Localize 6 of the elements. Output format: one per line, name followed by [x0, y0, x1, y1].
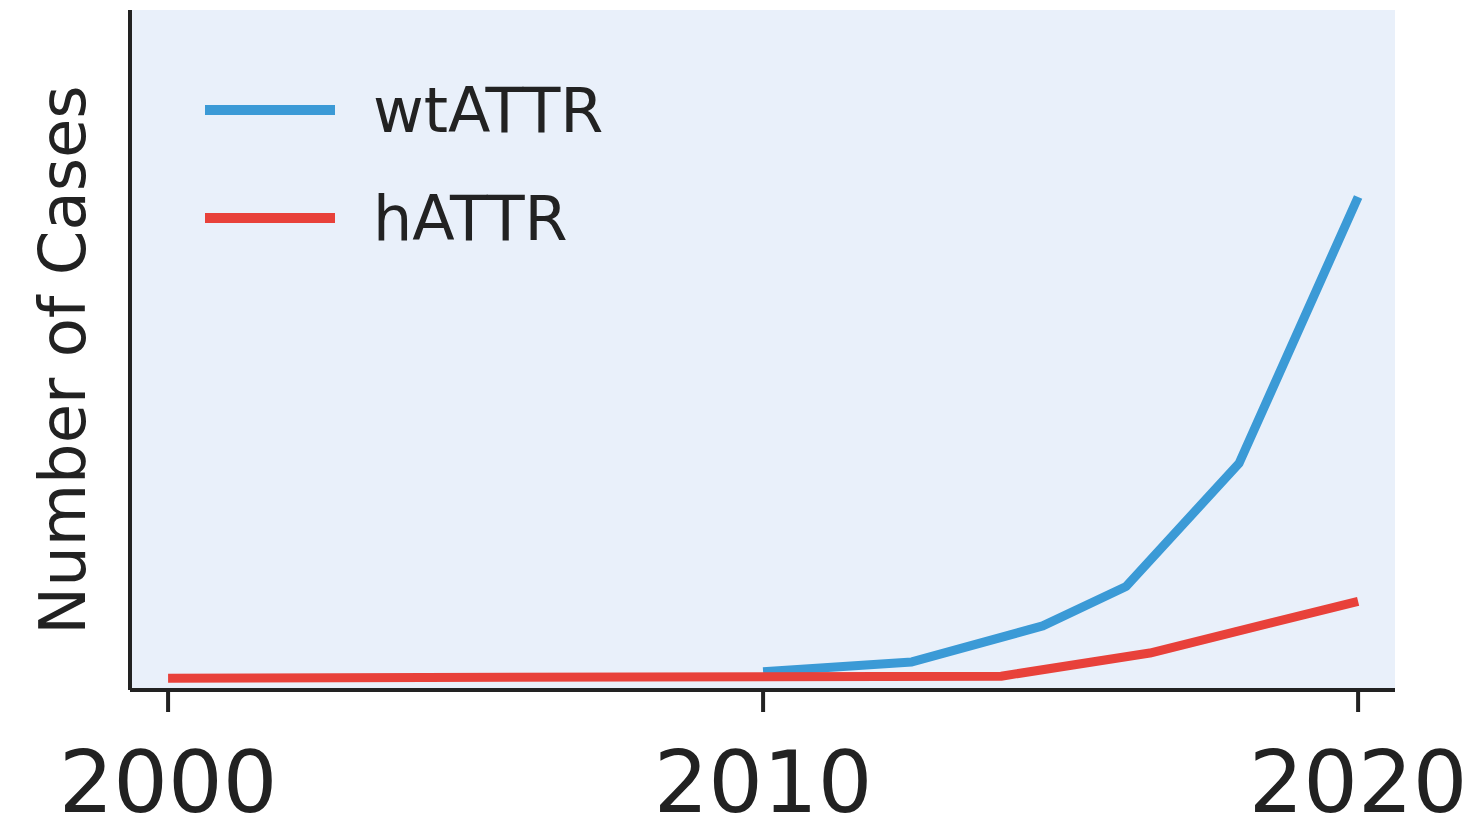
y-axis-title: Number of Cases [26, 85, 100, 635]
x-tick-label: 2010 [653, 732, 873, 825]
legend-label: wtATTR [373, 74, 604, 147]
legend-label: hATTR [373, 182, 568, 255]
x-tick-label: 2000 [58, 732, 278, 825]
x-tick-label: 2020 [1248, 732, 1468, 825]
